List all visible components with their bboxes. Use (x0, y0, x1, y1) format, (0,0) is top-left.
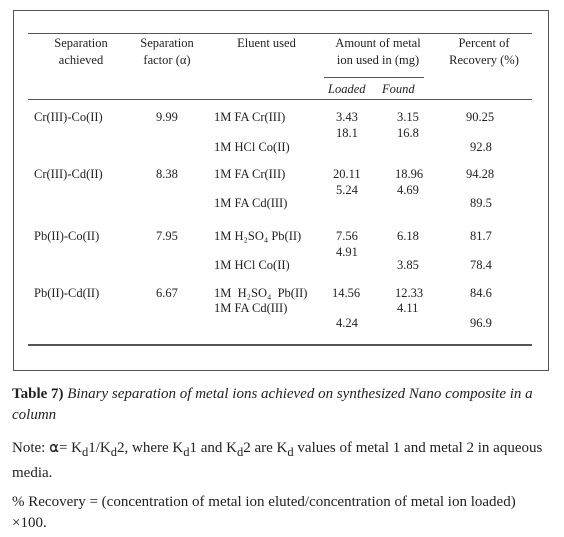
subheader-found: Found (382, 82, 415, 96)
header-factor: Separation factor (α) (140, 36, 194, 67)
row-4-separation: Pb(II)-Cd(II) (34, 286, 100, 300)
row-2-recovery-1: 94.28 (466, 167, 495, 181)
note-alpha: Note: ⍺= Kd1/Kd2, where Kd1 and Kd2 are … (12, 440, 543, 481)
table-top-rule (28, 33, 532, 34)
row-2-loaded-1: 20.11 (333, 167, 361, 181)
row-1-eluent-2: 1M HCl Co(II) (214, 140, 290, 154)
table-bottom-rule (28, 344, 532, 346)
row-3-eluent-1: 1M H₂SO₄ Pb(II) (214, 229, 302, 243)
header-amount: Amount of metal ion used in (mg) (335, 36, 421, 67)
row-1-found-1: 3.15 (397, 110, 419, 124)
row-3-separation: Pb(II)-Co(II) (34, 229, 100, 243)
subheader-loaded: Loaded (328, 82, 366, 96)
row-2-factor: 8.38 (156, 167, 178, 181)
row-2-eluent-2: 1M FA Cd(III) (214, 196, 288, 210)
row-3-eluent-2: 1M HCl Co(II) (214, 258, 290, 272)
header-bottom-rule (28, 99, 532, 100)
table-caption: Table 7) Binary separation of metal ions… (12, 384, 554, 426)
row-1-recovery-2: 92.8 (470, 140, 492, 154)
row-2-separation: Cr(III)-Cd(II) (34, 167, 103, 181)
row-3-recovery-1: 81.7 (470, 229, 492, 243)
row-4-found-2: 4.11 (397, 301, 419, 315)
row-2-loaded-2: 5.24 (336, 183, 358, 197)
row-1-recovery-1: 90.25 (466, 110, 495, 124)
caption-label: Table 7) (12, 386, 64, 402)
row-2-found-1: 18.96 (395, 167, 424, 181)
row-1-loaded-1: 3.43 (336, 110, 358, 124)
row-4-loaded-2: 4.24 (336, 316, 358, 330)
row-4-recovery-2: 96.9 (470, 316, 492, 330)
row-4-found-1: 12.33 (395, 286, 424, 300)
row-3-factor: 7.95 (156, 229, 178, 243)
row-4-eluent-1: 1M H₂SO₄ Pb(II) (214, 286, 308, 300)
row-4-eluent-2: 1M FA Cd(III) (214, 301, 288, 315)
row-2-eluent-1: 1M FA Cr(III) (214, 167, 286, 181)
table-frame: Separation achieved Separation factor (α) … (13, 10, 549, 371)
row-3-found-1: 6.18 (397, 229, 419, 243)
row-1-loaded-2: 18.1 (336, 126, 358, 140)
row-2-found-2: 4.69 (397, 183, 419, 197)
header-recovery: Percent of Recovery (%) (449, 36, 519, 67)
row-2-recovery-2: 89.5 (470, 196, 492, 210)
note-recovery: % Recovery = (concentration of metal ion… (12, 494, 516, 531)
row-1-eluent-1: 1M FA Cr(III) (214, 110, 286, 124)
header-eluent: Eluent used (237, 36, 296, 50)
row-1-factor: 9.99 (156, 110, 178, 124)
row-4-recovery-1: 84.6 (470, 286, 492, 300)
header-separation: Separation achieved (54, 36, 108, 67)
subheader-rule (324, 77, 424, 78)
row-3-loaded-1: 7.56 (336, 229, 358, 243)
row-1-found-2: 16.8 (397, 126, 419, 140)
row-4-factor: 6.67 (156, 286, 178, 300)
row-3-recovery-2: 78.4 (470, 258, 492, 272)
caption-text: Binary separation of metal ions achieved… (12, 386, 533, 423)
row-4-loaded-1: 14.56 (332, 286, 361, 300)
row-3-found-2: 3.85 (397, 258, 419, 272)
row-1-separation: Cr(III)-Co(II) (34, 110, 103, 124)
row-3-loaded-2: 4.91 (336, 245, 358, 259)
